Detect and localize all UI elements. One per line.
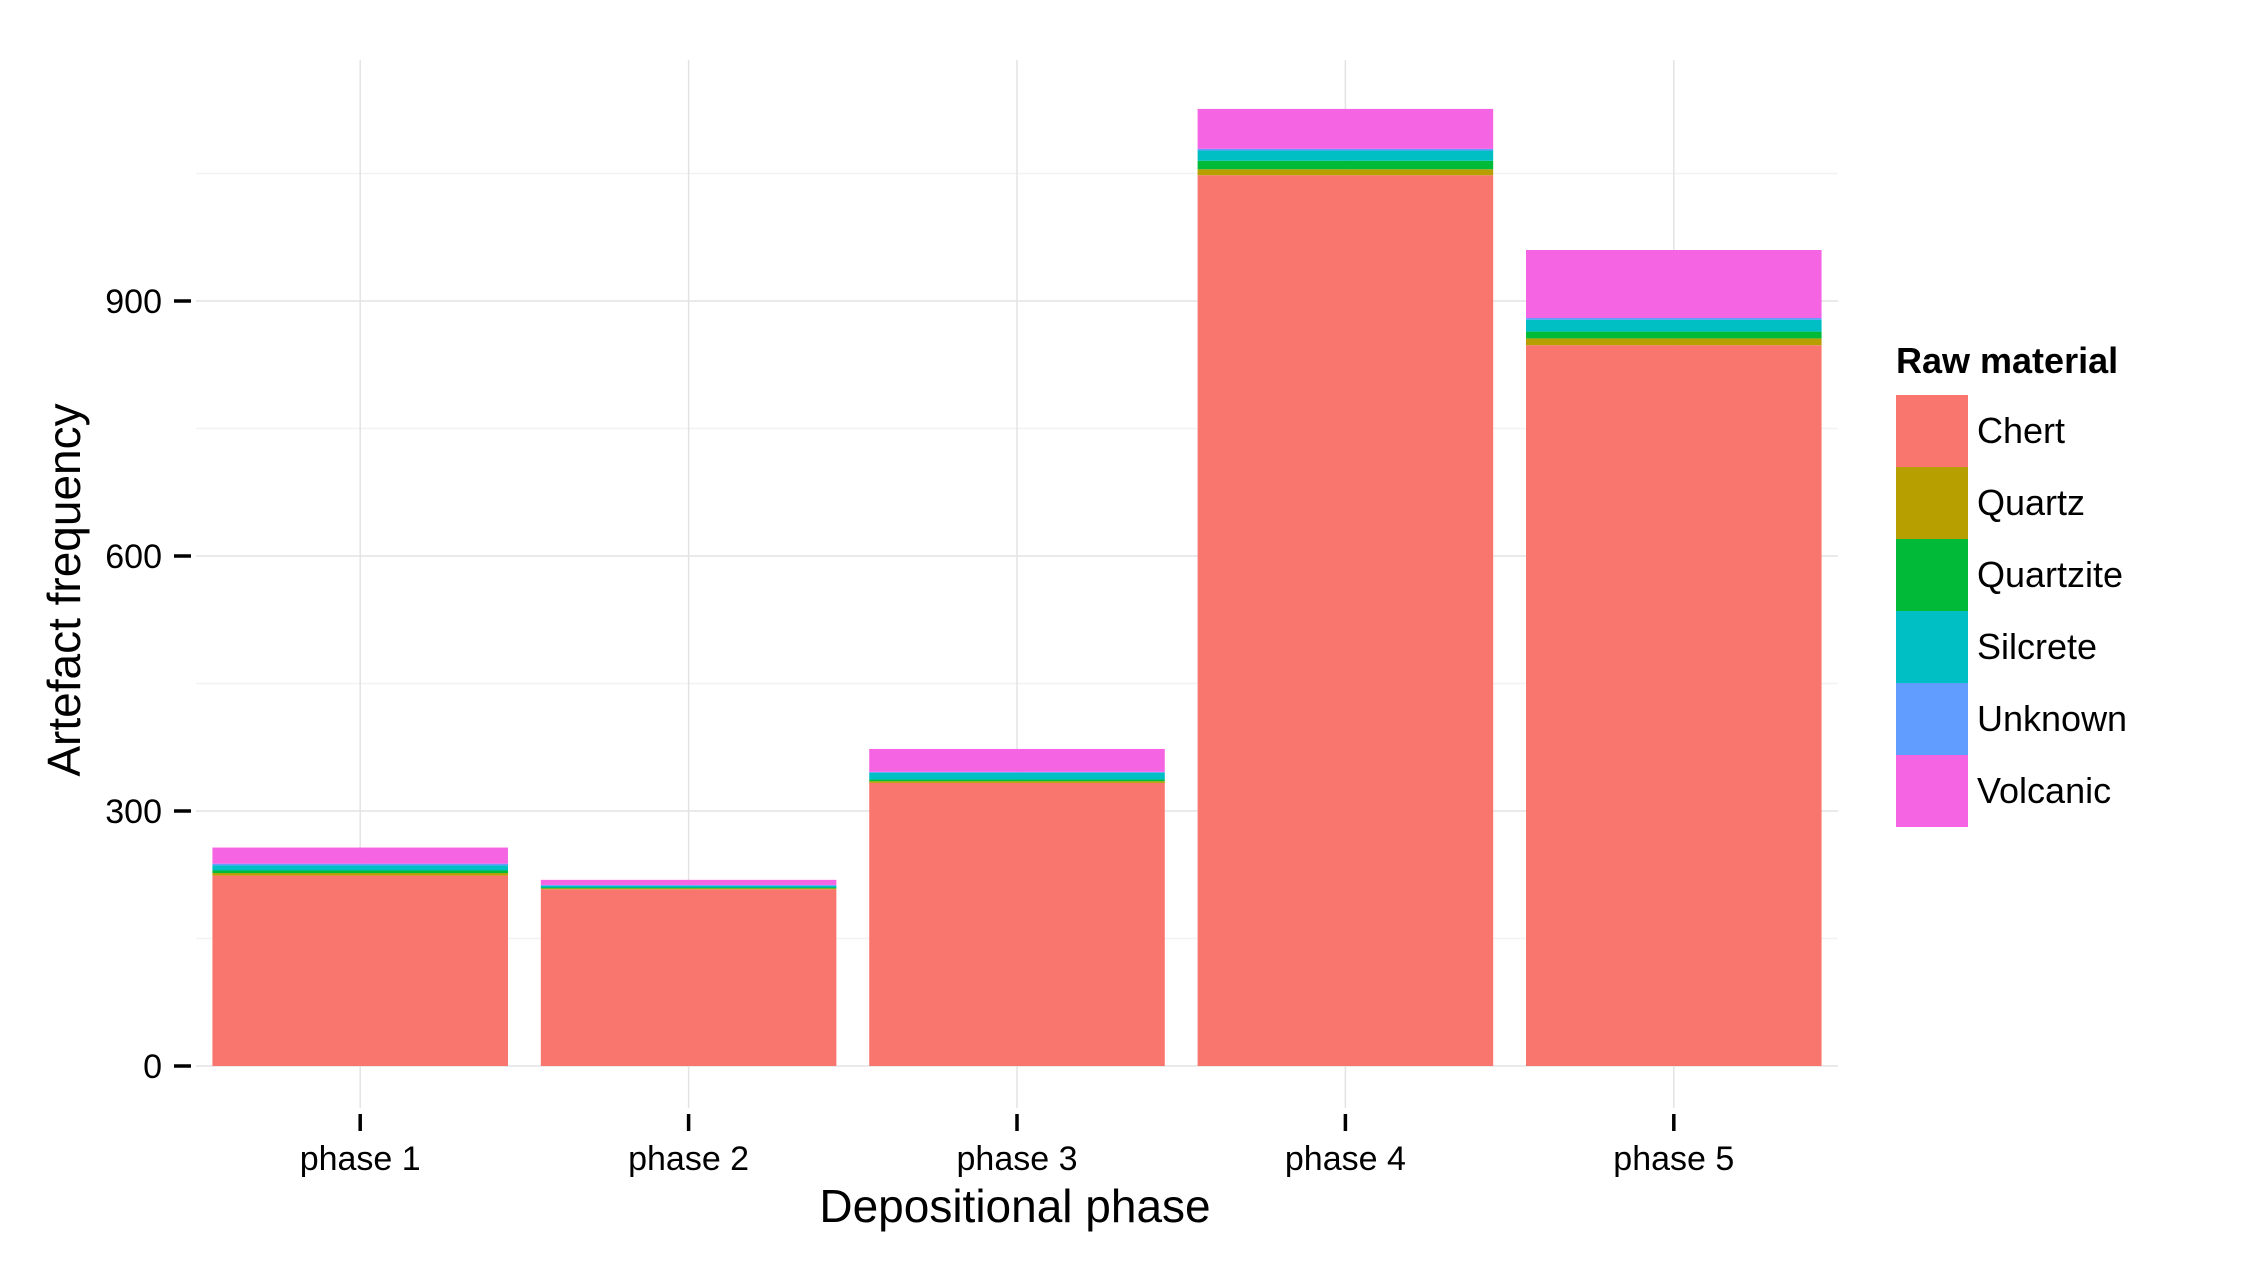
- bar-segment-volcanic-phase-2: [540, 879, 837, 885]
- legend-key-unknown: [1896, 683, 1968, 755]
- bar-segment-chert-phase-2: [540, 889, 837, 1066]
- bar-segment-unknown-phase-5: [1526, 318, 1822, 320]
- legend-label-chert: Chert: [1977, 410, 2065, 451]
- bar-segment-quartzite-phase-5: [1526, 331, 1822, 339]
- bar-segment-chert-phase-5: [1526, 345, 1822, 1066]
- legend-title: Raw material: [1896, 340, 2118, 381]
- bar-segment-silcrete-phase-1: [212, 865, 508, 871]
- bar-segment-quartzite-phase-3: [869, 779, 1165, 782]
- x-tick-label: phase 5: [1613, 1140, 1734, 1178]
- legend-key-quartzite: [1896, 539, 1968, 611]
- bar-segment-quartzite-phase-4: [1197, 160, 1494, 170]
- bar-segment-chert-phase-3: [869, 782, 1165, 1066]
- bar-segment-quartz-phase-2: [540, 888, 837, 890]
- bar-segment-quartz-phase-3: [869, 781, 1165, 783]
- bar-segment-quartz-phase-1: [212, 873, 508, 876]
- bar-segment-volcanic-phase-3: [869, 748, 1165, 772]
- x-tick-label: phase 1: [300, 1140, 421, 1178]
- bar-segment-silcrete-phase-2: [540, 885, 837, 888]
- bar-segment-chert-phase-1: [212, 875, 508, 1066]
- legend-key-silcrete: [1896, 611, 1968, 683]
- legend: Raw material Chert Quartz Quartzite Silcret…: [1896, 340, 2127, 827]
- bar-segment-volcanic-phase-4: [1197, 108, 1494, 149]
- y-axis-title: Artefact frequency: [38, 403, 90, 776]
- legend-key-chert: [1896, 395, 1968, 467]
- y-tick-label: 600: [105, 538, 162, 576]
- bar-segment-quartz-phase-4: [1197, 169, 1494, 176]
- bar-segment-quartz-phase-5: [1526, 338, 1822, 346]
- bar-segment-quartzite-phase-1: [212, 870, 508, 874]
- legend-label-silcrete: Silcrete: [1977, 626, 2097, 667]
- x-tick-label: phase 3: [957, 1140, 1078, 1178]
- bar-segment-silcrete-phase-3: [869, 772, 1165, 780]
- legend-label-volcanic: Volcanic: [1977, 770, 2111, 811]
- bar-segment-chert-phase-4: [1197, 175, 1494, 1066]
- bar-segment-unknown-phase-4: [1197, 148, 1494, 151]
- x-tick-label: phase 2: [628, 1140, 749, 1178]
- x-axis-title: Depositional phase: [819, 1180, 1210, 1232]
- bar-segment-silcrete-phase-5: [1526, 319, 1822, 332]
- bar-segment-unknown-phase-2: [540, 884, 837, 886]
- x-tick-label: phase 4: [1285, 1140, 1406, 1178]
- y-tick-label: 0: [143, 1048, 162, 1086]
- y-tick-label: 900: [105, 283, 162, 321]
- x-axis: phase 1 phase 2 phase 3 phase 4 phase 5: [300, 1114, 1734, 1178]
- bar-segment-volcanic-phase-5: [1526, 250, 1822, 318]
- legend-key-volcanic: [1896, 755, 1968, 827]
- y-axis: 0 300 600 900: [105, 283, 191, 1086]
- bar-segment-quartzite-phase-2: [540, 887, 837, 889]
- bar-segment-unknown-phase-1: [212, 863, 508, 866]
- bar-segment-unknown-phase-3: [869, 771, 1165, 773]
- y-tick-label: 300: [105, 793, 162, 831]
- legend-label-quartz: Quartz: [1977, 482, 2085, 523]
- legend-key-quartz: [1896, 467, 1968, 539]
- legend-label-quartzite: Quartzite: [1977, 554, 2123, 595]
- bar-segment-silcrete-phase-4: [1197, 150, 1494, 161]
- legend-label-unknown: Unknown: [1977, 698, 2127, 739]
- bar-segment-volcanic-phase-1: [212, 847, 508, 864]
- bars: [212, 108, 1822, 1066]
